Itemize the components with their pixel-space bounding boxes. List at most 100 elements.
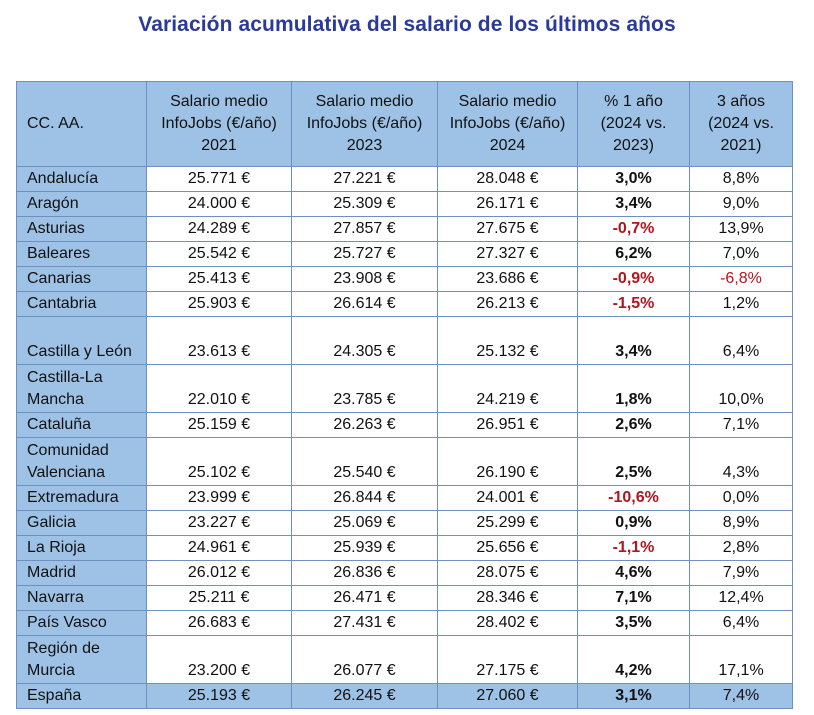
salary-2021-cell: 24.000 €	[146, 191, 292, 217]
table-row-total: España 25.193 €26.245 €27.060 €3,1% 7,4%	[16, 683, 793, 709]
salary-2021-cell: 24.961 €	[146, 535, 292, 561]
region-cell: Andalucía	[16, 166, 147, 192]
region-cell: Región de Murcia	[16, 635, 147, 684]
salary-2021-cell: 22.010 €	[146, 364, 292, 413]
pct-1-year-cell: 6,2%	[577, 241, 690, 267]
pct-1-year-cell: 3,0%	[577, 166, 690, 192]
table-row: Aragón 24.000 €25.309 €26.171 €3,4% 9,0%	[16, 191, 793, 217]
salary-2021-cell: 23.200 €	[146, 635, 292, 684]
salary-2024-cell: 26.951 €	[437, 412, 578, 438]
pct-3-years-cell: 7,1%	[689, 412, 793, 438]
salary-2023-cell: 25.939 €	[291, 535, 438, 561]
salary-2021-cell: 25.193 €	[146, 683, 292, 709]
region-cell: Aragón	[16, 191, 147, 217]
pct-3-years-cell: 7,9%	[689, 560, 793, 586]
salary-2023-cell: 25.540 €	[291, 437, 438, 486]
salary-2023-cell: 26.614 €	[291, 291, 438, 317]
salary-2024-cell: 26.171 €	[437, 191, 578, 217]
header-region: CC. AA.	[16, 81, 147, 167]
table-row: País Vasco 26.683 €27.431 €28.402 €3,5% 6,…	[16, 610, 793, 636]
pct-3-years-cell: 7,4%	[689, 683, 793, 709]
salary-2024-cell: 28.346 €	[437, 585, 578, 611]
pct-3-years-cell: 6,4%	[689, 610, 793, 636]
salary-2021-cell: 26.683 €	[146, 610, 292, 636]
table-row: Cataluña 25.159 €26.263 €26.951 €2,6% 7,1%	[16, 412, 793, 438]
region-cell: Castilla-La Mancha	[16, 364, 147, 413]
header-pct-1-year: % 1 año (2024 vs. 2023)	[577, 81, 690, 167]
table-row: La Rioja 24.961 €25.939 €25.656 € -1,1% 2,8…	[16, 535, 793, 561]
salary-2024-cell: 25.656 €	[437, 535, 578, 561]
table-row: Baleares 25.542 €25.727 €27.327 €6,2% 7,0%	[16, 241, 793, 267]
table-row: Comunidad Valenciana 25.102 €25.540 €26.1…	[16, 437, 793, 486]
salary-2024-cell: 27.175 €	[437, 635, 578, 684]
salary-2021-cell: 24.289 €	[146, 216, 292, 242]
table-row: Extremadura 23.999 €26.844 €24.001 € -10,6…	[16, 485, 793, 511]
table-row: Madrid 26.012 €26.836 €28.075 €4,6% 7,9%	[16, 560, 793, 586]
pct-3-years-cell: 17,1%	[689, 635, 793, 684]
region-cell: Galicia	[16, 510, 147, 536]
region-cell: Baleares	[16, 241, 147, 267]
pct-3-years-cell: 4,3%	[689, 437, 793, 486]
salary-2023-cell: 26.077 €	[291, 635, 438, 684]
region-cell: Asturias	[16, 216, 147, 242]
region-cell: Castilla y León	[16, 316, 147, 365]
salary-2024-cell: 23.686 €	[437, 266, 578, 292]
pct-3-years-cell: 0,0%	[689, 485, 793, 511]
salary-2024-cell: 27.060 €	[437, 683, 578, 709]
salary-2023-cell: 26.245 €	[291, 683, 438, 709]
salary-2021-cell: 23.613 €	[146, 316, 292, 365]
region-cell: Comunidad Valenciana	[16, 437, 147, 486]
pct-3-years-cell: 8,8%	[689, 166, 793, 192]
region-cell: La Rioja	[16, 535, 147, 561]
table-row: Asturias 24.289 €27.857 €27.675 € -0,7% 13,…	[16, 216, 793, 242]
header-salary-2021: Salario medio InfoJobs (€/año) 2021	[146, 81, 292, 167]
header-pct-3-years: 3 años (2024 vs. 2021)	[689, 81, 793, 167]
pct-1-year-cell: 2,6%	[577, 412, 690, 438]
region-cell: Navarra	[16, 585, 147, 611]
salary-2024-cell: 27.675 €	[437, 216, 578, 242]
salary-2023-cell: 25.727 €	[291, 241, 438, 267]
salary-2024-cell: 28.048 €	[437, 166, 578, 192]
salary-2024-cell: 28.402 €	[437, 610, 578, 636]
pct-1-year-cell: -10,6%	[577, 485, 690, 511]
region-cell: España	[16, 683, 147, 709]
salary-2021-cell: 26.012 €	[146, 560, 292, 586]
region-cell: Extremadura	[16, 485, 147, 511]
salary-2023-cell: 26.471 €	[291, 585, 438, 611]
table-row: Región de Murcia 23.200 €26.077 €27.175 €…	[16, 635, 793, 684]
salary-2023-cell: 23.908 €	[291, 266, 438, 292]
pct-1-year-cell: 3,5%	[577, 610, 690, 636]
pct-1-year-cell: -0,9%	[577, 266, 690, 292]
pct-3-years-cell: 6,4%	[689, 316, 793, 365]
pct-3-years-cell: 13,9%	[689, 216, 793, 242]
pct-3-years-cell: -6,8%	[689, 266, 793, 292]
table-row: Andalucía 25.771 €27.221 €28.048 €3,0% 8,8…	[16, 166, 793, 192]
salary-2021-cell: 25.413 €	[146, 266, 292, 292]
pct-3-years-cell: 9,0%	[689, 191, 793, 217]
pct-1-year-cell: 3,4%	[577, 191, 690, 217]
salary-2024-cell: 25.132 €	[437, 316, 578, 365]
header-row: CC. AA. Salario medio InfoJobs (€/año) 2…	[16, 81, 793, 167]
pct-3-years-cell: 2,8%	[689, 535, 793, 561]
pct-1-year-cell: 7,1%	[577, 585, 690, 611]
pct-1-year-cell: 1,8%	[577, 364, 690, 413]
salary-2021-cell: 25.102 €	[146, 437, 292, 486]
salary-2024-cell: 26.213 €	[437, 291, 578, 317]
salary-2024-cell: 24.219 €	[437, 364, 578, 413]
table-row: Canarias 25.413 €23.908 €23.686 € -0,9% -6,…	[16, 266, 793, 292]
region-cell: Canarias	[16, 266, 147, 292]
salary-2024-cell: 24.001 €	[437, 485, 578, 511]
pct-3-years-cell: 7,0%	[689, 241, 793, 267]
table-row: Navarra 25.211 €26.471 €28.346 €7,1% 12,4%	[16, 585, 793, 611]
salary-2024-cell: 25.299 €	[437, 510, 578, 536]
salary-2024-cell: 26.190 €	[437, 437, 578, 486]
table-body: Andalucía 25.771 €27.221 €28.048 €3,0% 8,8…	[16, 166, 793, 709]
pct-1-year-cell: -1,1%	[577, 535, 690, 561]
pct-1-year-cell: 3,1%	[577, 683, 690, 709]
pct-3-years-cell: 12,4%	[689, 585, 793, 611]
pct-1-year-cell: 0,9%	[577, 510, 690, 536]
salary-2021-cell: 25.211 €	[146, 585, 292, 611]
salary-2021-cell: 25.771 €	[146, 166, 292, 192]
salary-2023-cell: 27.857 €	[291, 216, 438, 242]
region-cell: Cantabria	[16, 291, 147, 317]
